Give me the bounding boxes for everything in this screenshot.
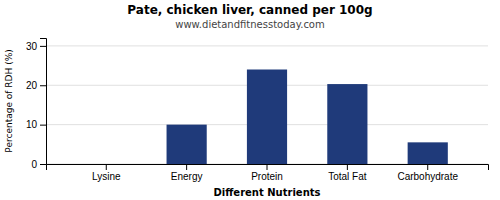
x-tick-mark bbox=[106, 164, 107, 170]
x-tick: Total Fat bbox=[328, 164, 367, 182]
y-tick-mark bbox=[40, 85, 46, 86]
x-tick: Lysine bbox=[92, 164, 121, 182]
x-tick-mark bbox=[347, 164, 348, 170]
y-tick-label: 0 bbox=[31, 159, 37, 170]
x-axis-title: Different Nutrients bbox=[214, 187, 321, 198]
x-tick-label: Lysine bbox=[92, 171, 121, 182]
plot: Lysine Energy Protein Total Fat Carbohydrate… bbox=[26, 39, 489, 183]
x-tick-label: Protein bbox=[251, 171, 283, 182]
bar bbox=[86, 164, 126, 165]
x-tick-mark bbox=[267, 164, 268, 170]
y-tick-mark bbox=[40, 164, 46, 165]
subtitle: www.dietandfitnesstoday.com bbox=[175, 19, 324, 30]
x-tick: Protein bbox=[251, 164, 283, 182]
title: Pate, chicken liver, canned per 100g bbox=[127, 3, 372, 17]
bars bbox=[167, 70, 448, 165]
x-tick: Energy bbox=[171, 164, 203, 182]
grid bbox=[46, 46, 488, 164]
bar bbox=[247, 70, 287, 165]
y-tick: 30 bbox=[26, 41, 46, 52]
x-tick-label: Energy bbox=[171, 171, 203, 182]
x-tick-label: Total Fat bbox=[328, 171, 367, 182]
y-axis: 0 10 20 30 bbox=[26, 39, 47, 170]
x-axis-line bbox=[47, 165, 489, 171]
x-tick: Carbohydrate bbox=[397, 164, 458, 182]
bar bbox=[408, 142, 448, 164]
chart-container: Pate, chicken liver, canned per 100g www.… bbox=[0, 0, 500, 200]
y-tick-label: 10 bbox=[26, 119, 38, 130]
y-tick-mark bbox=[40, 125, 46, 126]
y-tick-label: 20 bbox=[26, 80, 38, 91]
y-tick: 20 bbox=[26, 80, 46, 91]
grid-line bbox=[46, 45, 488, 46]
chart-svg: Pate, chicken liver, canned per 100g www.… bbox=[0, 0, 500, 200]
y-tick-label: 30 bbox=[26, 41, 38, 52]
bar bbox=[327, 84, 367, 164]
y-tick: 10 bbox=[26, 119, 46, 130]
x-axis: Lysine Energy Protein Total Fat Carbohydrate bbox=[47, 164, 489, 182]
y-axis-line bbox=[40, 39, 47, 165]
bar bbox=[167, 125, 207, 164]
y-tick-mark bbox=[40, 46, 46, 47]
x-tick-mark bbox=[427, 164, 428, 170]
x-tick-label: Carbohydrate bbox=[397, 171, 458, 182]
y-tick: 0 bbox=[31, 159, 46, 170]
x-tick-mark bbox=[186, 164, 187, 170]
y-axis-title: Percentage of RDH (%) bbox=[4, 49, 14, 152]
